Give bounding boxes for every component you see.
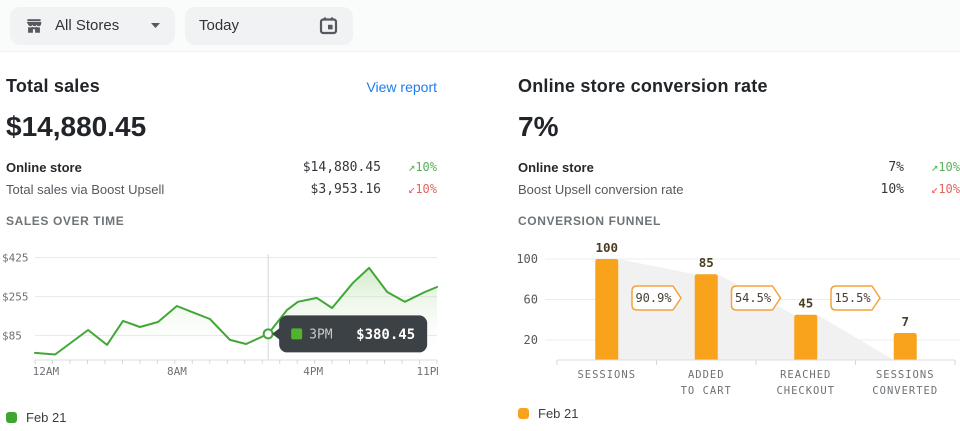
metric-row: Boost Upsell conversion rate 10% ↙10% <box>518 178 960 200</box>
sales-over-time-label: SALES OVER TIME <box>6 214 125 228</box>
tooltip-time: 3PM <box>309 327 333 342</box>
tooltip-value: $380.45 <box>356 327 415 343</box>
sales-line <box>34 266 438 356</box>
bar-value-label: 45 <box>798 296 813 311</box>
bar-value-label: 85 <box>699 255 714 270</box>
conversion-badge-value: 54.5% <box>735 291 772 305</box>
y-axis-label: $255 <box>2 291 29 304</box>
store-selector-button[interactable]: All Stores <box>10 6 175 45</box>
category-label: CHECKOUT <box>776 385 835 397</box>
funnel-bar <box>694 274 718 360</box>
category-label: SESSIONS <box>876 369 935 381</box>
total-sales-value: $14,880.45 <box>6 111 147 142</box>
metric-value: 10% <box>880 181 904 197</box>
conversion-rate-panel: Online store conversion rate 7% Online s… <box>518 52 960 425</box>
conversion-badge <box>730 285 782 311</box>
conversion-badge-value: 90.9% <box>635 291 672 305</box>
category-label: CONVERTED <box>872 385 938 397</box>
metric-value: $14,880.45 <box>302 159 381 175</box>
toolbar: All Stores Today <box>0 0 960 52</box>
sales-legend: Feb 21 <box>6 410 437 425</box>
metric-row: Total sales via Boost Upsell $3,953.16 ↙10… <box>6 178 437 200</box>
metric-row: Online store 7% ↗10% <box>518 156 960 178</box>
total-sales-title: Total sales <box>6 76 100 96</box>
metric-value: 7% <box>888 159 904 175</box>
conversion-funnel-chart[interactable]: 100 60 20 100 85 45 7 90.9% 54.5% 15.5% SESSIONS AD… <box>518 237 960 397</box>
chevron-down-icon <box>150 22 161 29</box>
conversion-rate-title: Online store conversion rate <box>518 76 768 96</box>
x-axis-label: 8AM <box>167 365 187 378</box>
store-selector-label: All Stores <box>55 17 120 34</box>
dashboard-content: Total sales View report $14,880.45 Onlin… <box>0 52 960 425</box>
sales-over-time-chart[interactable]: $425 $255 $85 12AM 8AM 4PM 11PM 3PM $380.45 <box>2 248 438 382</box>
funnel-bar <box>595 259 619 360</box>
conversion-badge <box>631 285 682 311</box>
category-label: SESSIONS <box>577 369 636 381</box>
date-range-button[interactable]: Today <box>185 6 353 45</box>
tooltip-series-swatch <box>291 328 303 340</box>
metric-change-up: ↗10% <box>931 160 960 174</box>
metric-change-down: ↙10% <box>408 182 437 196</box>
view-report-link[interactable]: View report <box>366 79 437 95</box>
funnel-legend-label: Feb 21 <box>538 406 579 421</box>
sales-legend-swatch <box>6 412 17 423</box>
metric-label: Boost Upsell conversion rate <box>518 181 684 197</box>
metric-value: $3,953.16 <box>310 181 381 197</box>
conversion-rate-value: 7% <box>518 111 559 142</box>
storefront-icon <box>24 16 44 36</box>
y-axis-label: 60 <box>524 293 538 307</box>
funnel-bar <box>794 314 818 360</box>
sales-legend-label: Feb 21 <box>26 410 67 425</box>
conversion-rate-metrics: Online store 7% ↗10% Boost Upsell conversio… <box>518 156 960 200</box>
bar-value-label: 7 <box>901 314 909 329</box>
x-axis-label: 4PM <box>303 365 323 378</box>
date-range-label: Today <box>199 17 240 34</box>
chart-tooltip: 3PM $380.45 <box>272 315 428 353</box>
x-axis-label: 11PM <box>417 365 438 378</box>
x-axis-label: 12AM <box>33 365 60 378</box>
y-axis-label: $425 <box>2 252 29 265</box>
funnel-legend-swatch <box>518 408 529 419</box>
metric-label: Total sales via Boost Upsell <box>6 181 165 197</box>
y-axis-label: 20 <box>524 333 538 347</box>
hover-point-marker <box>262 328 274 340</box>
metric-label: Online store <box>6 159 82 175</box>
category-label: REACHED <box>780 369 831 381</box>
calendar-icon <box>318 15 339 36</box>
metric-row: Online store $14,880.45 ↗10% <box>6 156 437 178</box>
conversion-badge <box>830 285 881 311</box>
category-label: ADDED <box>688 369 725 381</box>
y-axis-label: $85 <box>2 330 22 343</box>
conversion-funnel-label: CONVERSION FUNNEL <box>518 214 661 228</box>
total-sales-panel: Total sales View report $14,880.45 Onlin… <box>2 52 438 425</box>
conversion-badge-value: 15.5% <box>834 291 871 305</box>
category-label: TO CART <box>681 385 732 397</box>
metric-change-down: ↙10% <box>931 182 960 196</box>
metric-change-up: ↗10% <box>408 160 437 174</box>
y-axis-label: 100 <box>518 252 538 266</box>
total-sales-metrics: Online store $14,880.45 ↗10% Total sales vi… <box>6 156 437 200</box>
funnel-legend: Feb 21 <box>518 406 960 421</box>
bar-value-label: 100 <box>595 240 618 255</box>
metric-label: Online store <box>518 159 594 175</box>
funnel-bar <box>893 333 917 360</box>
